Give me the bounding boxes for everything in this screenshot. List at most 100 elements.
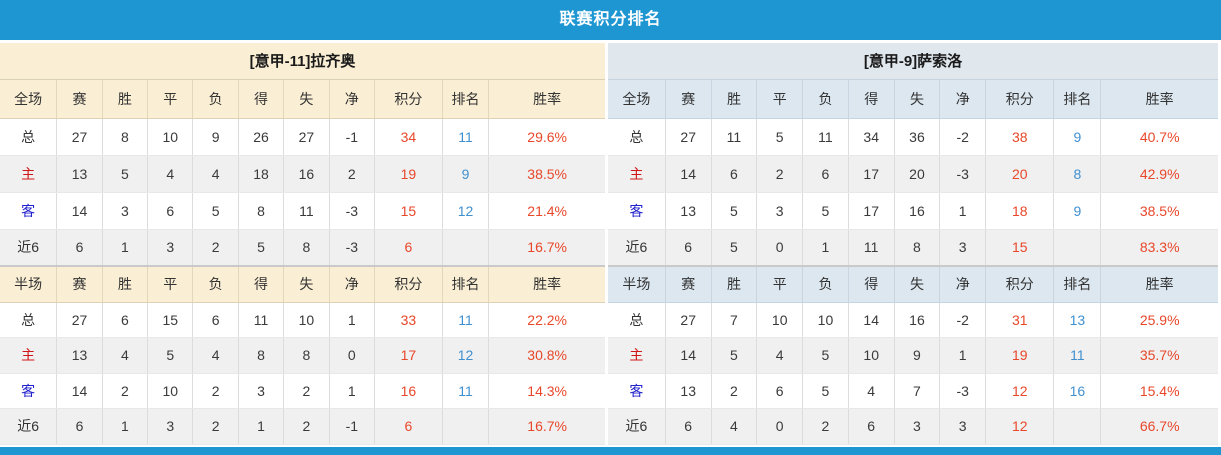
column-header: 失 <box>894 80 941 119</box>
rank-cell: 9 <box>1053 192 1102 230</box>
rank-cell: 12 <box>442 337 490 374</box>
stat-cell: 0 <box>756 408 804 445</box>
winrate-cell: 38.5% <box>488 155 605 193</box>
row-label: 主 <box>608 337 666 374</box>
section-label: 半场 <box>608 265 666 303</box>
column-header: 胜 <box>102 80 149 119</box>
points-cell: 33 <box>374 302 443 338</box>
column-header: 胜 <box>711 265 758 303</box>
stat-cell: 6 <box>56 229 103 267</box>
section-label: 全场 <box>608 80 666 119</box>
widget-footer-bar <box>0 447 1221 455</box>
row-label: 主 <box>0 155 58 193</box>
row-label: 主 <box>0 337 58 374</box>
stat-cell: 14 <box>848 302 895 338</box>
stat-cell: 11 <box>802 118 849 156</box>
stat-cell: 1 <box>329 373 375 409</box>
stat-cell: 4 <box>192 155 239 193</box>
table-row: 近6 6 1 3 2 5 8 -3 6 16.7% <box>0 229 605 267</box>
stat-cell: 20 <box>894 155 941 193</box>
column-header: 负 <box>802 265 849 303</box>
table-row: 总 27 6 15 6 11 10 1 33 11 22.2% <box>0 302 605 338</box>
stat-cell: 14 <box>665 155 712 193</box>
stat-cell: 27 <box>56 302 103 338</box>
stat-cell: 1 <box>329 302 375 338</box>
winrate-cell: 25.9% <box>1100 302 1218 338</box>
table-row: 主 13 4 5 4 8 8 0 17 12 30.8% <box>0 337 605 374</box>
stat-cell: 3 <box>939 229 987 267</box>
stat-cell: 1 <box>939 337 987 374</box>
stat-cell: 4 <box>756 337 804 374</box>
rank-cell: 12 <box>442 192 490 230</box>
stat-cell: 17 <box>848 155 895 193</box>
stat-cell: 2 <box>711 373 758 409</box>
stat-cell: 27 <box>665 118 712 156</box>
stat-cell: 2 <box>283 373 330 409</box>
stat-cell: 5 <box>238 229 285 267</box>
points-cell: 15 <box>374 192 443 230</box>
stat-cell: -3 <box>939 373 987 409</box>
team-title: [意甲-9]萨索洛 <box>608 43 1218 80</box>
stat-cell: 1 <box>102 229 149 267</box>
column-header: 平 <box>756 265 804 303</box>
stat-cell: 5 <box>802 192 849 230</box>
stat-cell: -2 <box>939 302 987 338</box>
stat-cell: 6 <box>665 408 712 445</box>
stat-cell: 3 <box>238 373 285 409</box>
stat-cell: 2 <box>192 408 239 445</box>
stat-cell: 2 <box>283 408 330 445</box>
stat-cell: -3 <box>329 229 375 267</box>
row-label: 近6 <box>608 229 666 267</box>
stat-cell: 5 <box>802 373 849 409</box>
row-label: 近6 <box>608 408 666 445</box>
stat-cell: 5 <box>802 337 849 374</box>
winrate-cell: 21.4% <box>488 192 605 230</box>
column-header: 赛 <box>665 265 712 303</box>
stat-cell: 6 <box>802 155 849 193</box>
column-header: 赛 <box>665 80 712 119</box>
stat-cell: 5 <box>711 229 758 267</box>
rank-cell <box>1053 408 1102 445</box>
stat-cell: 16 <box>283 155 330 193</box>
column-header-row: 全场赛胜平负得失净积分 排名 胜率 <box>0 80 605 119</box>
stat-cell: 13 <box>665 192 712 230</box>
stat-cell: 9 <box>192 118 239 156</box>
stat-cell: 3 <box>756 192 804 230</box>
rank-cell: 9 <box>442 155 490 193</box>
winrate-cell: 14.3% <box>488 373 605 409</box>
points-cell: 17 <box>374 337 443 374</box>
winrate-cell: 38.5% <box>1100 192 1218 230</box>
stat-cell: 14 <box>665 337 712 374</box>
points-cell: 20 <box>985 155 1055 193</box>
rank-cell: 8 <box>1053 155 1102 193</box>
stat-cell: 5 <box>102 155 149 193</box>
column-header: 排名 <box>1053 265 1102 303</box>
stat-cell: 6 <box>711 155 758 193</box>
rank-cell <box>1053 229 1102 267</box>
stat-cell: 4 <box>711 408 758 445</box>
table-row: 近6 6 1 3 2 1 2 -1 6 16.7% <box>0 408 605 445</box>
team-panel-home: [意甲-11]拉齐奥 全场赛胜平负得失净积分 排名 胜率总 27 8 10 9 26 27 -1 34… <box>0 43 608 445</box>
column-header: 净 <box>329 80 375 119</box>
stat-cell: 18 <box>238 155 285 193</box>
table-row: 近6 6 4 0 2 6 3 3 12 66.7% <box>608 408 1218 445</box>
table-row: 客 13 5 3 5 17 16 1 18 9 38.5% <box>608 192 1218 230</box>
row-label: 客 <box>0 373 58 409</box>
winrate-cell: 35.7% <box>1100 337 1218 374</box>
stat-cell: 13 <box>56 155 103 193</box>
stat-cell: 6 <box>56 408 103 445</box>
table-row: 总 27 8 10 9 26 27 -1 34 11 29.6% <box>0 118 605 156</box>
points-cell: 12 <box>985 373 1055 409</box>
points-cell: 18 <box>985 192 1055 230</box>
column-header-row: 半场赛胜平负得失净积分 排名 胜率 <box>608 265 1218 303</box>
points-cell: 38 <box>985 118 1055 156</box>
stat-cell: 27 <box>56 118 103 156</box>
stat-cell: 4 <box>192 337 239 374</box>
stat-cell: 8 <box>283 229 330 267</box>
row-label: 总 <box>0 302 58 338</box>
column-header: 失 <box>283 80 330 119</box>
stat-cell: 5 <box>192 192 239 230</box>
winrate-cell: 16.7% <box>488 229 605 267</box>
stat-cell: 10 <box>147 118 194 156</box>
